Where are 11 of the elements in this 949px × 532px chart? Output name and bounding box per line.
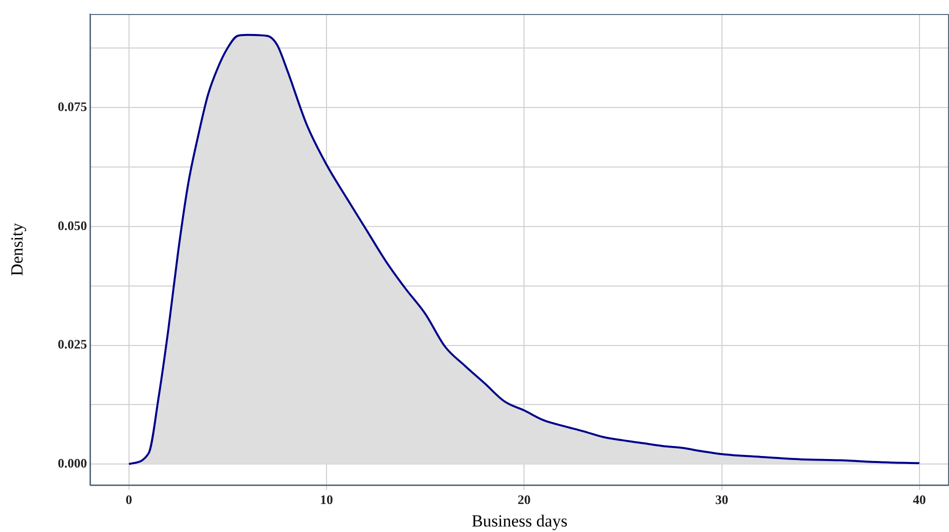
- x-tick-label: 40: [912, 492, 926, 508]
- y-tick-label: 0.050: [58, 218, 87, 233]
- x-tick-label: 30: [715, 492, 728, 508]
- y-tick-label: 0.025: [58, 336, 88, 352]
- y-tick-label: 0.000: [58, 455, 87, 470]
- x-axis-title: Business days: [472, 511, 568, 530]
- y-axis-title: Density: [8, 222, 27, 276]
- x-tick-label: 20: [518, 492, 531, 508]
- y-tick-label: 0.075: [58, 98, 88, 114]
- x-tick-label: 10: [320, 492, 334, 508]
- x-tick-label: 0: [126, 492, 132, 508]
